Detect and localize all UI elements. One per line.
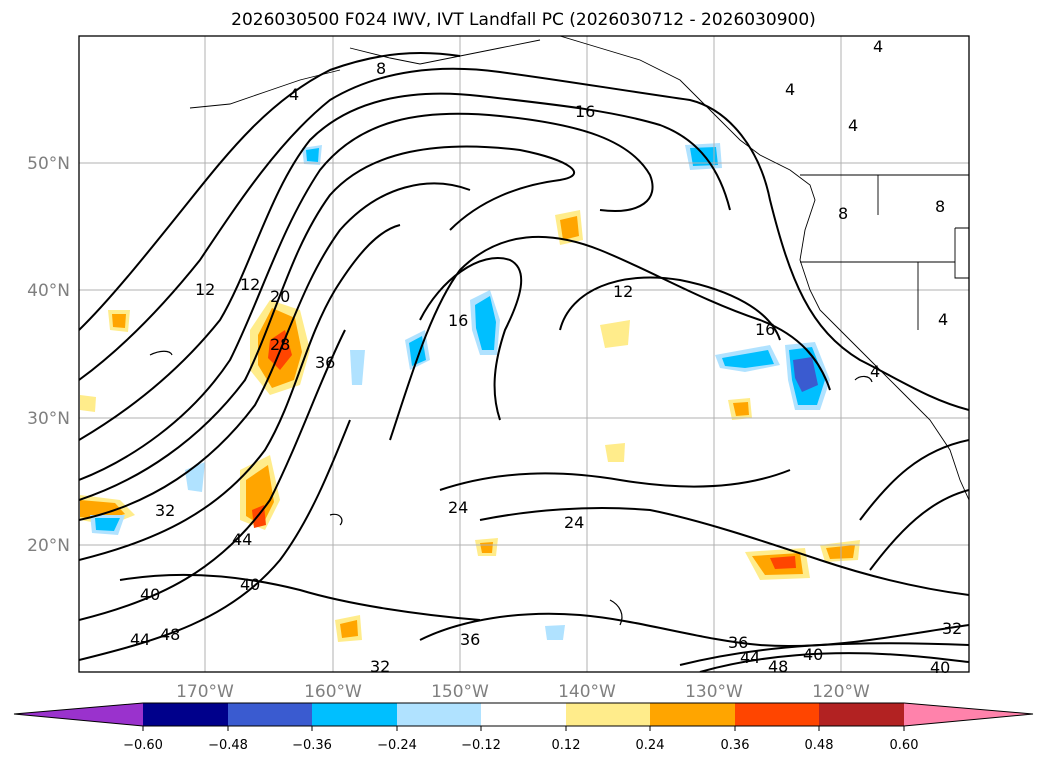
contour-label: 16 <box>448 311 468 330</box>
contour-label: 32 <box>942 619 962 638</box>
map-frame <box>78 35 970 673</box>
colorbar-tick-label: 0.36 <box>721 738 750 753</box>
contour-label: 4 <box>938 310 948 329</box>
contour-label: 24 <box>448 498 468 517</box>
contour-label: 36 <box>728 633 748 652</box>
colorbar-tick-label: −0.24 <box>377 738 417 753</box>
contour-label: 48 <box>768 657 788 676</box>
colorbar-ticks <box>142 726 905 731</box>
contour-label: 8 <box>935 197 945 216</box>
colorbar-tick-label: 0.12 <box>552 738 581 753</box>
colorbar-segment <box>312 703 397 726</box>
colorbar-segment <box>14 703 143 726</box>
contour-label: 24 <box>564 513 584 532</box>
map-title: 2026030500 F024 IWV, IVT Landfall PC (20… <box>231 10 816 30</box>
contour-label: 4 <box>870 362 880 381</box>
positive-anomaly-patches <box>80 210 860 642</box>
colorbar-tick-label: 0.48 <box>805 738 834 753</box>
contour-label: 16 <box>755 320 775 339</box>
lat-label-20n: 20°N <box>27 536 70 556</box>
contour-label: 4 <box>848 116 858 135</box>
colorbar-tick-label: −0.60 <box>123 738 163 753</box>
colorbar-segment <box>566 703 650 726</box>
contour-label: 8 <box>838 204 848 223</box>
contour-label: 32 <box>370 657 390 676</box>
contour-label: 48 <box>160 625 180 644</box>
colorbar-segment <box>650 703 735 726</box>
iwv-contours <box>79 51 969 672</box>
contour-label: 40 <box>240 575 260 594</box>
contour-label: 44 <box>740 648 760 667</box>
lon-label-130w: 130°W <box>685 682 743 702</box>
contour-label: 40 <box>803 645 823 664</box>
contour-label: 4 <box>873 37 883 56</box>
contour-label: 44 <box>130 630 150 649</box>
map-gridlines <box>79 36 969 672</box>
positive-anomaly-peak <box>252 330 796 569</box>
lat-label-50n: 50°N <box>27 154 70 174</box>
map-plot-area <box>79 36 969 672</box>
contour-label: 28 <box>270 335 290 354</box>
colorbar-segment <box>904 703 1033 726</box>
colorbar: −0.60 −0.48 −0.36 −0.24 −0.12 0.12 0.24 … <box>13 702 1034 753</box>
colorbar-segment <box>397 703 481 726</box>
contour-label: 4 <box>289 85 299 104</box>
colorbar-segment <box>228 703 312 726</box>
lon-label-140w: 140°W <box>558 682 616 702</box>
colorbar-tick-label: 0.24 <box>636 738 665 753</box>
anomaly-shading <box>80 143 860 642</box>
contour-label: 36 <box>460 630 480 649</box>
contour-label: 36 <box>315 353 335 372</box>
colorbar-tick-label: −0.48 <box>208 738 248 753</box>
latitude-labels: 50°N 40°N 30°N 20°N <box>27 154 70 556</box>
colorbar-segment <box>735 703 819 726</box>
lat-label-40n: 40°N <box>27 281 70 301</box>
contour-label: 40 <box>140 585 160 604</box>
colorbar-tick-label: −0.36 <box>292 738 332 753</box>
contour-labels: 4 8 16 12 12 20 28 36 16 12 16 8 4 24 24… <box>130 37 962 677</box>
iwv-thin-contours <box>149 350 873 626</box>
contour-label: 40 <box>930 658 950 677</box>
contour-label: 4 <box>785 80 795 99</box>
negative-anomaly-peak <box>793 357 818 392</box>
colorbar-tick-label: 0.60 <box>890 738 919 753</box>
colorbar-segment <box>819 703 904 726</box>
contour-label: 12 <box>240 275 260 294</box>
colorbar-segment <box>481 703 566 726</box>
longitude-labels: 170°W 160°W 150°W 140°W 130°W 120°W <box>176 682 870 702</box>
contour-label: 32 <box>155 501 175 520</box>
lon-label-160w: 160°W <box>304 682 362 702</box>
lat-label-30n: 30°N <box>27 409 70 429</box>
contour-label: 16 <box>575 102 595 121</box>
contour-label: 44 <box>232 530 252 549</box>
contour-label: 12 <box>613 282 633 301</box>
contour-label: 12 <box>195 280 215 299</box>
colorbar-segment <box>143 703 228 726</box>
contour-label: 8 <box>376 59 386 78</box>
lon-label-170w: 170°W <box>176 682 234 702</box>
colorbar-tick-label: −0.12 <box>461 738 501 753</box>
contour-label: 20 <box>270 287 290 306</box>
lon-label-120w: 120°W <box>812 682 870 702</box>
lon-label-150w: 150°W <box>431 682 489 702</box>
